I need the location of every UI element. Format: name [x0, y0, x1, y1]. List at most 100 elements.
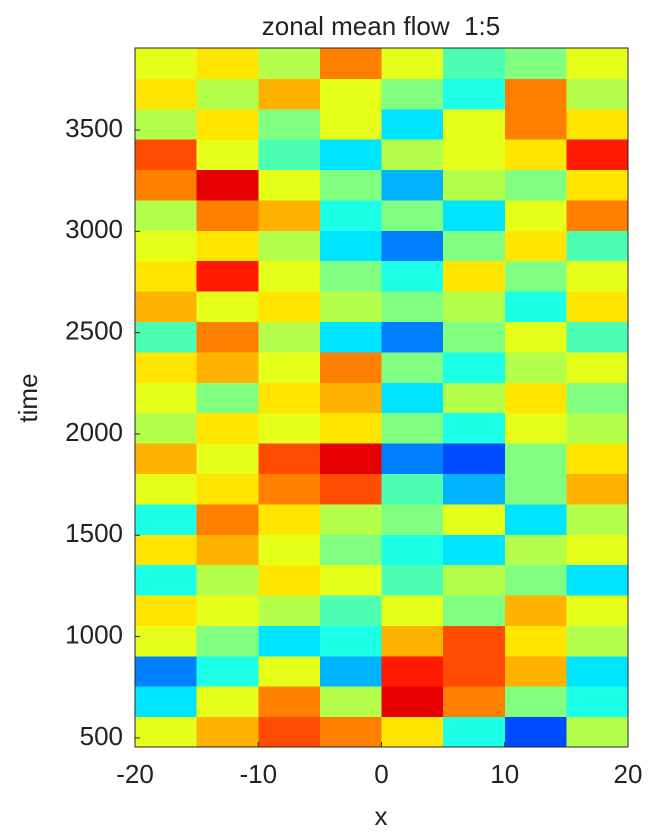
- heat-cell: [504, 230, 567, 262]
- heat-cell: [135, 48, 198, 79]
- heat-cell: [504, 412, 567, 444]
- heat-cell: [196, 503, 259, 535]
- heat-cell: [381, 48, 444, 79]
- heat-cell: [319, 139, 382, 171]
- x-axis-label: x: [375, 801, 388, 831]
- heat-cell: [319, 625, 382, 657]
- heat-cell: [443, 625, 506, 657]
- heat-cell: [135, 78, 198, 110]
- heat-cell: [566, 382, 629, 414]
- heat-cell: [258, 625, 321, 657]
- heat-cell: [381, 716, 444, 748]
- heat-cell: [566, 291, 629, 323]
- heat-cell: [381, 351, 444, 383]
- y-tick-label: 2500: [65, 316, 123, 346]
- heat-cell: [381, 230, 444, 262]
- heat-cell: [566, 686, 629, 718]
- heat-cell: [258, 48, 321, 79]
- heat-cell: [135, 351, 198, 383]
- heat-cell: [381, 199, 444, 231]
- heat-cell: [258, 139, 321, 171]
- heat-cell: [443, 351, 506, 383]
- heat-cell: [381, 564, 444, 596]
- heat-cell: [443, 443, 506, 474]
- heat-cell: [381, 321, 444, 353]
- heat-cell: [196, 382, 259, 414]
- heat-cell: [258, 595, 321, 626]
- heat-cell: [319, 230, 382, 262]
- heat-cell: [258, 443, 321, 474]
- heat-cell: [135, 108, 198, 140]
- heat-cell: [135, 503, 198, 535]
- heat-cell: [381, 108, 444, 140]
- heat-cell: [566, 716, 629, 748]
- heat-cell: [135, 564, 198, 596]
- heat-cell: [196, 199, 259, 231]
- heat-cell: [196, 321, 259, 353]
- heat-cell: [566, 139, 629, 171]
- heat-cell: [443, 412, 506, 444]
- heat-cell: [319, 473, 382, 505]
- heat-cell: [319, 351, 382, 383]
- heat-cell: [443, 321, 506, 353]
- heat-cell: [319, 48, 382, 79]
- x-tick-label: 20: [614, 759, 643, 789]
- heat-cell: [196, 412, 259, 444]
- heat-cell: [504, 78, 567, 110]
- heat-cell: [319, 716, 382, 748]
- y-axis-label: time: [13, 373, 43, 422]
- heat-cell: [443, 199, 506, 231]
- heat-cell: [504, 108, 567, 140]
- heat-cell: [381, 260, 444, 292]
- heat-cell: [566, 48, 629, 79]
- heat-cell: [566, 503, 629, 535]
- heat-cell: [566, 625, 629, 657]
- heat-cell: [504, 321, 567, 353]
- heat-cell: [443, 716, 506, 748]
- heat-cell: [504, 503, 567, 535]
- heat-cell: [381, 625, 444, 657]
- heat-cell: [196, 564, 259, 596]
- heat-cell: [504, 382, 567, 414]
- heat-cell: [135, 169, 198, 201]
- heat-cell: [443, 139, 506, 171]
- y-tick-label: 3000: [65, 214, 123, 244]
- heat-cell: [566, 260, 629, 292]
- heat-cell: [566, 169, 629, 201]
- heat-cell: [135, 291, 198, 323]
- heat-cell: [319, 382, 382, 414]
- heat-cell: [135, 412, 198, 444]
- heat-cell: [504, 534, 567, 566]
- heat-cell: [258, 534, 321, 566]
- heat-cell: [196, 260, 259, 292]
- heat-cell: [381, 503, 444, 535]
- heat-cell: [381, 595, 444, 626]
- heat-cell: [381, 291, 444, 323]
- heat-cell: [196, 534, 259, 566]
- heat-cell: [319, 291, 382, 323]
- heat-cell: [319, 321, 382, 353]
- heat-cell: [443, 595, 506, 626]
- y-tick-label: 1000: [65, 619, 123, 649]
- y-tick-label: 3500: [65, 113, 123, 143]
- heat-cell: [319, 260, 382, 292]
- heat-cell: [258, 199, 321, 231]
- heat-cell: [504, 473, 567, 505]
- heat-cell: [319, 503, 382, 535]
- y-tick-label: 2000: [65, 417, 123, 447]
- heat-cell: [258, 382, 321, 414]
- heat-cell: [258, 412, 321, 444]
- heat-cell: [135, 443, 198, 474]
- heat-cell: [196, 230, 259, 262]
- heat-cell: [504, 169, 567, 201]
- heat-cell: [443, 230, 506, 262]
- heat-cell: [135, 625, 198, 657]
- heat-cell: [381, 534, 444, 566]
- heat-cell: [443, 564, 506, 596]
- heat-cell: [381, 78, 444, 110]
- heat-cell: [443, 78, 506, 110]
- heat-cell: [566, 78, 629, 110]
- heat-cell: [135, 139, 198, 171]
- heat-cell: [504, 199, 567, 231]
- y-tick-label: 1500: [65, 518, 123, 548]
